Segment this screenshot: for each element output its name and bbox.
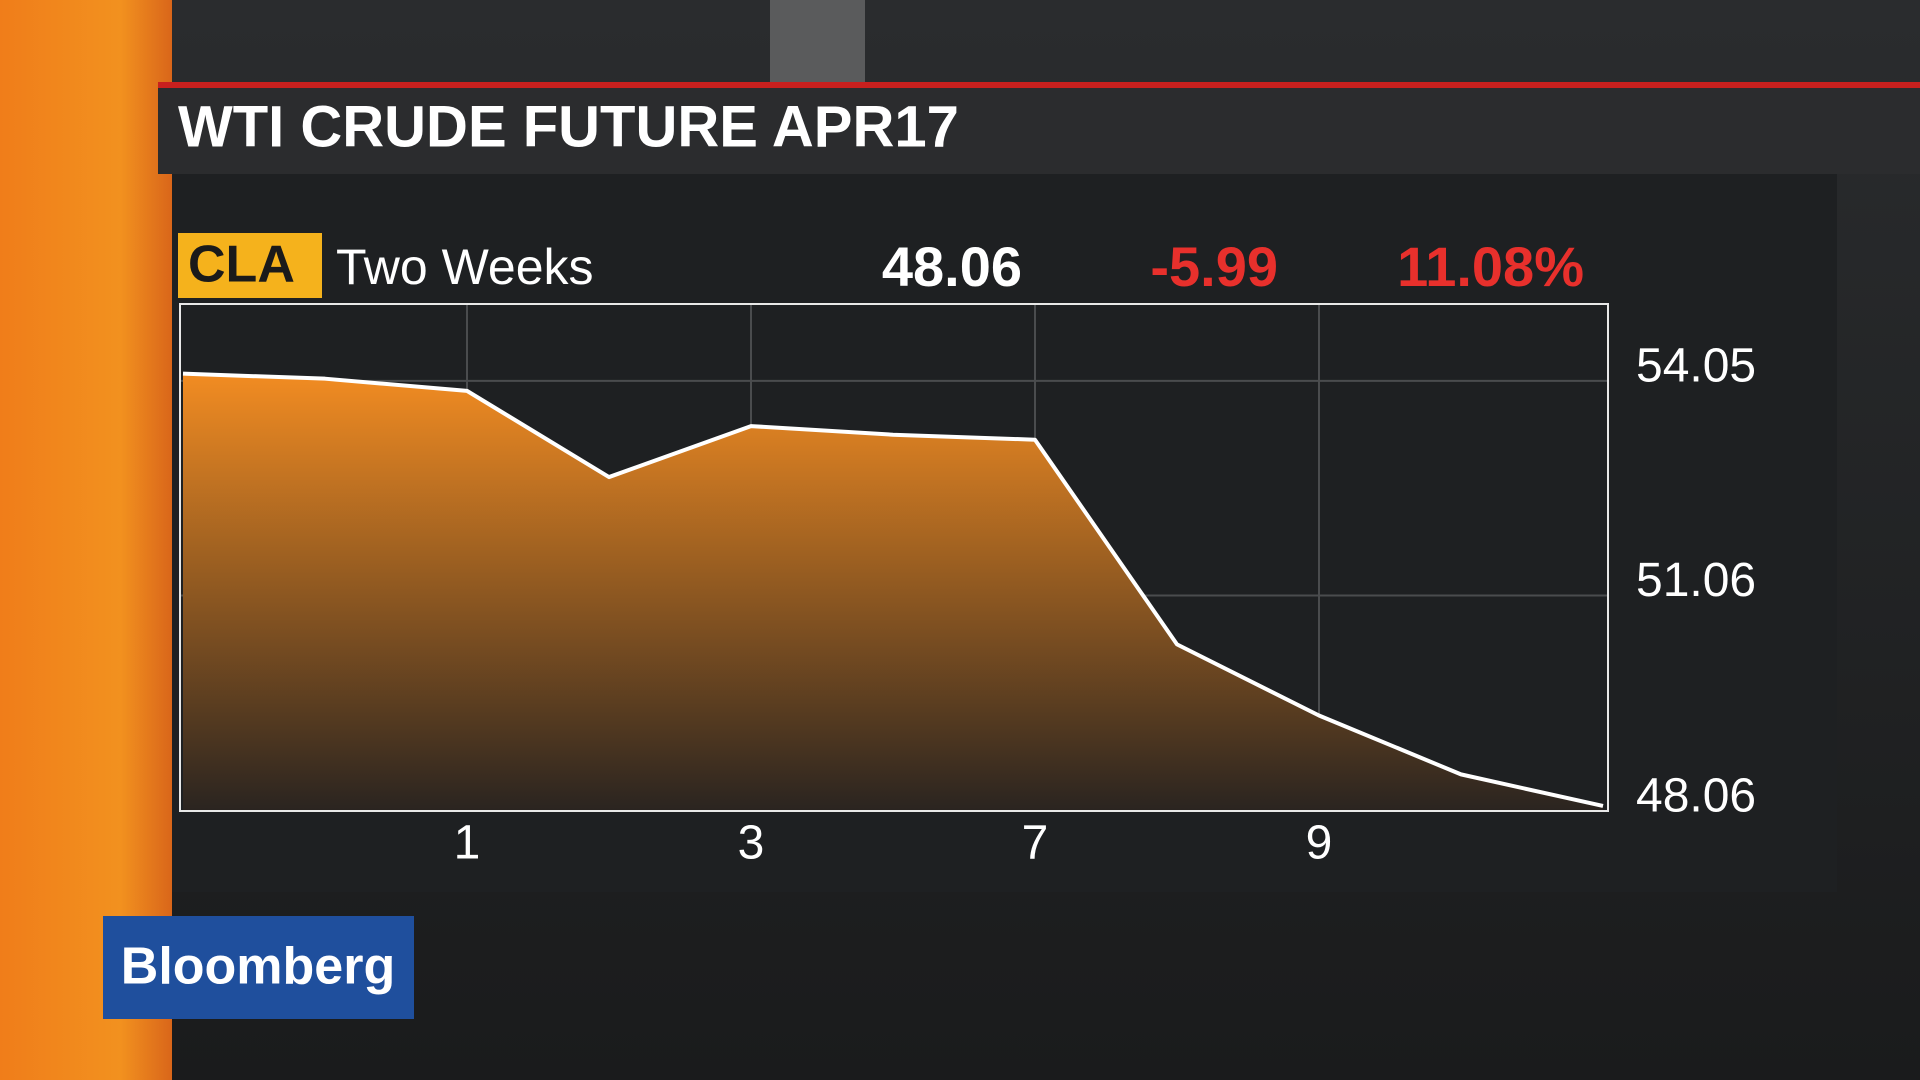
x-tick-label: 3 — [738, 817, 765, 870]
chart-title: WTI CRUDE FUTURE APR17 — [178, 94, 959, 159]
y-tick-label: 48.06 — [1636, 770, 1756, 823]
title-bar — [158, 82, 1920, 174]
ticker-box — [178, 233, 322, 298]
brand-box — [103, 916, 414, 1019]
y-tick-label: 54.05 — [1636, 340, 1756, 393]
x-tick-label: 9 — [1306, 817, 1333, 870]
plot: 54.05 51.06 48.06 1 3 7 9 — [179, 303, 1756, 870]
line — [182, 371, 1604, 808]
y-tick-label: 51.06 — [1636, 554, 1756, 607]
ticker: CLA — [188, 236, 295, 294]
plot-frame — [179, 303, 1609, 812]
period: Two Weeks — [336, 239, 594, 295]
title-bar-accent — [158, 82, 1920, 88]
x-tick-label: 7 — [1022, 817, 1049, 870]
brand: Bloomberg — [121, 938, 395, 996]
x-tick-label: 1 — [454, 817, 481, 870]
area — [183, 373, 1603, 811]
last-price: 48.06 — [882, 235, 1022, 298]
backdrop-panel — [770, 0, 865, 86]
change: -5.99 — [1150, 235, 1278, 298]
orange-strip — [0, 0, 172, 1080]
change-pct: 11.08% — [1397, 235, 1584, 298]
